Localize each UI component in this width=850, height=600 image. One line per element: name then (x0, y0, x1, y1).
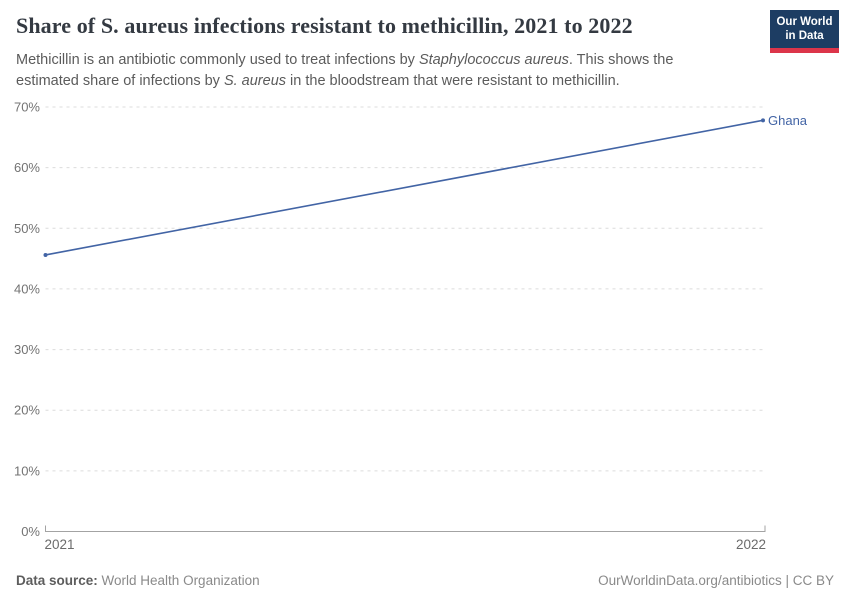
subtitle-species-name: Staphylococcus aureus (418, 52, 569, 68)
y-axis-tick-label: 30% (14, 342, 40, 357)
footer-license-link[interactable]: OurWorldinData.org/antibiotics | CC BY (598, 573, 834, 588)
chart-subtitle: Methicillin is an antibiotic commonly us… (16, 50, 706, 92)
y-axis-tick-label: 50% (14, 221, 40, 236)
x-axis-tick-label: 2021 (45, 537, 75, 552)
subtitle-text: in the bloodstream that were resistant t… (286, 73, 620, 89)
data-source-label: Data source: (16, 573, 98, 588)
owid-logo-line2: in Data (785, 29, 824, 42)
data-line[interactable] (45, 119, 764, 256)
y-axis-tick-label: 60% (14, 160, 40, 175)
data-source: Data source: World Health Organization (16, 573, 260, 588)
chart-footer: Data source: World Health Organization O… (16, 573, 834, 588)
y-axis-tick-label: 70% (14, 100, 40, 115)
subtitle-text: . This shows the estimated share of infe… (16, 52, 674, 89)
y-axis-tick-label: 20% (14, 403, 40, 418)
data-source-value: World Health Organization (97, 573, 260, 588)
y-axis-tick-label: 40% (14, 281, 40, 296)
y-axis-tick-label: 0% (21, 524, 40, 539)
y-axis-tick-label: 10% (14, 463, 40, 478)
data-point[interactable] (761, 118, 765, 123)
data-point[interactable] (43, 252, 48, 257)
chart-title: Share of S. aureus infections resistant … (16, 13, 633, 38)
owid-logo-line1: Our World (776, 16, 833, 28)
owid-logo[interactable]: Our World in Data (770, 10, 839, 53)
subtitle-species-name: S. aureus (223, 73, 287, 89)
x-axis-tick-label: 2022 (736, 537, 766, 552)
subtitle-text: Methicillin is an antibiotic commonly us… (16, 52, 419, 68)
series-entity-label[interactable]: Ghana (768, 113, 808, 128)
